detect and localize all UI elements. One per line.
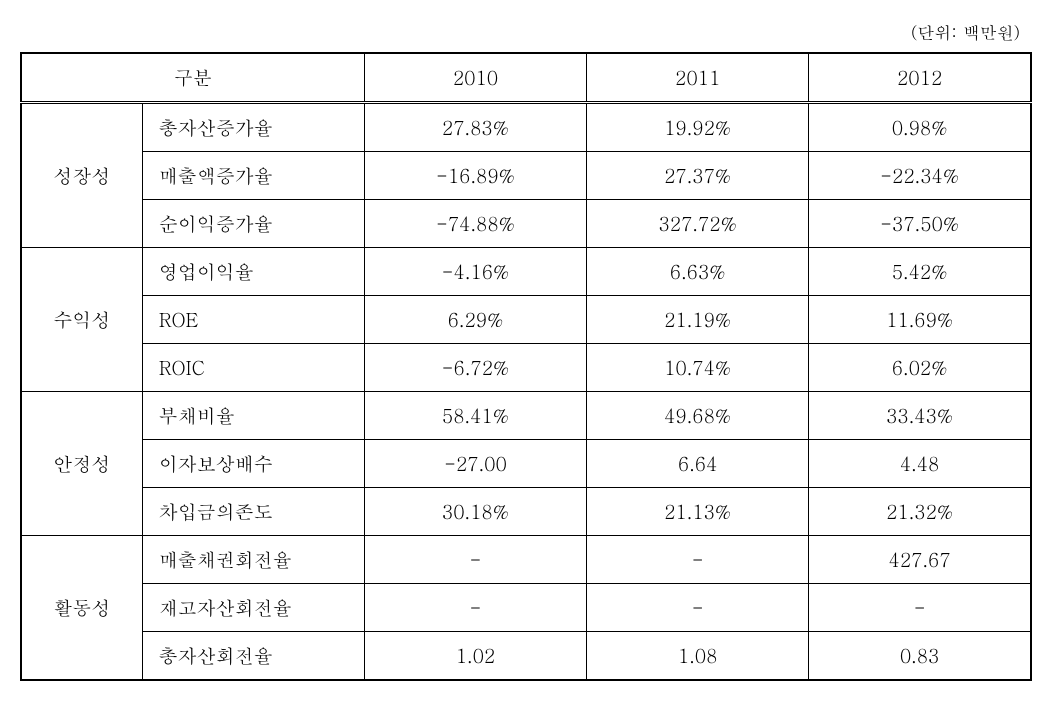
header-row: 구분 2010 2011 2012 xyxy=(21,53,1031,103)
value-cell: 4.48 xyxy=(809,440,1031,488)
value-cell: 21.32% xyxy=(809,488,1031,536)
value-cell: 49.68% xyxy=(587,392,809,440)
metric-cell: 총자산회전율 xyxy=(142,632,364,681)
table-row: 수익성 영업이익율 -4.16% 6.63% 5.42% xyxy=(21,248,1031,296)
table-row: ROIC -6.72% 10.74% 6.02% xyxy=(21,344,1031,392)
value-cell: 0.83 xyxy=(809,632,1031,681)
value-cell: 33.43% xyxy=(809,392,1031,440)
value-cell: 27.83% xyxy=(364,103,586,152)
category-cell: 안정성 xyxy=(21,392,142,536)
unit-label: (단위: 백만원) xyxy=(20,20,1032,44)
value-cell: -27.00 xyxy=(364,440,586,488)
header-year-1: 2011 xyxy=(587,53,809,103)
value-cell: - xyxy=(364,536,586,584)
value-cell: 27.37% xyxy=(587,152,809,200)
metric-cell: 이자보상배수 xyxy=(142,440,364,488)
value-cell: 1.02 xyxy=(364,632,586,681)
value-cell: -4.16% xyxy=(364,248,586,296)
metric-cell: 부채비율 xyxy=(142,392,364,440)
header-category: 구분 xyxy=(21,53,364,103)
table-body: 성장성 총자산증가율 27.83% 19.92% 0.98% 매출액증가율 -1… xyxy=(21,103,1031,681)
value-cell: 427.67 xyxy=(809,536,1031,584)
header-year-0: 2010 xyxy=(364,53,586,103)
table-row: 차입금의존도 30.18% 21.13% 21.32% xyxy=(21,488,1031,536)
value-cell: 6.64 xyxy=(587,440,809,488)
value-cell: 11.69% xyxy=(809,296,1031,344)
table-row: 총자산회전율 1.02 1.08 0.83 xyxy=(21,632,1031,681)
value-cell: 6.02% xyxy=(809,344,1031,392)
category-cell: 활동성 xyxy=(21,536,142,681)
financial-table: 구분 2010 2011 2012 성장성 총자산증가율 27.83% 19.9… xyxy=(20,52,1032,681)
table-row: 순이익증가율 -74.88% 327.72% -37.50% xyxy=(21,200,1031,248)
table-row: 안정성 부채비율 58.41% 49.68% 33.43% xyxy=(21,392,1031,440)
value-cell: - xyxy=(587,536,809,584)
table-row: 매출액증가율 -16.89% 27.37% -22.34% xyxy=(21,152,1031,200)
value-cell: 5.42% xyxy=(809,248,1031,296)
metric-cell: 차입금의존도 xyxy=(142,488,364,536)
value-cell: 21.13% xyxy=(587,488,809,536)
value-cell: - xyxy=(587,584,809,632)
value-cell: 10.74% xyxy=(587,344,809,392)
table-row: 성장성 총자산증가율 27.83% 19.92% 0.98% xyxy=(21,103,1031,152)
value-cell: - xyxy=(809,584,1031,632)
category-cell: 성장성 xyxy=(21,103,142,248)
value-cell: 19.92% xyxy=(587,103,809,152)
value-cell: 30.18% xyxy=(364,488,586,536)
metric-cell: ROIC xyxy=(142,344,364,392)
value-cell: 1.08 xyxy=(587,632,809,681)
metric-cell: 영업이익율 xyxy=(142,248,364,296)
metric-cell: ROE xyxy=(142,296,364,344)
value-cell: -16.89% xyxy=(364,152,586,200)
value-cell: -74.88% xyxy=(364,200,586,248)
value-cell: 21.19% xyxy=(587,296,809,344)
header-year-2: 2012 xyxy=(809,53,1031,103)
value-cell: - xyxy=(364,584,586,632)
value-cell: 327.72% xyxy=(587,200,809,248)
category-cell: 수익성 xyxy=(21,248,142,392)
metric-cell: 총자산증가율 xyxy=(142,103,364,152)
table-row: ROE 6.29% 21.19% 11.69% xyxy=(21,296,1031,344)
value-cell: -22.34% xyxy=(809,152,1031,200)
metric-cell: 재고자산회전율 xyxy=(142,584,364,632)
metric-cell: 매출채권회전율 xyxy=(142,536,364,584)
value-cell: 6.63% xyxy=(587,248,809,296)
metric-cell: 매출액증가율 xyxy=(142,152,364,200)
value-cell: -6.72% xyxy=(364,344,586,392)
table-row: 이자보상배수 -27.00 6.64 4.48 xyxy=(21,440,1031,488)
value-cell: -37.50% xyxy=(809,200,1031,248)
value-cell: 0.98% xyxy=(809,103,1031,152)
value-cell: 6.29% xyxy=(364,296,586,344)
table-row: 재고자산회전율 - - - xyxy=(21,584,1031,632)
value-cell: 58.41% xyxy=(364,392,586,440)
metric-cell: 순이익증가율 xyxy=(142,200,364,248)
table-row: 활동성 매출채권회전율 - - 427.67 xyxy=(21,536,1031,584)
